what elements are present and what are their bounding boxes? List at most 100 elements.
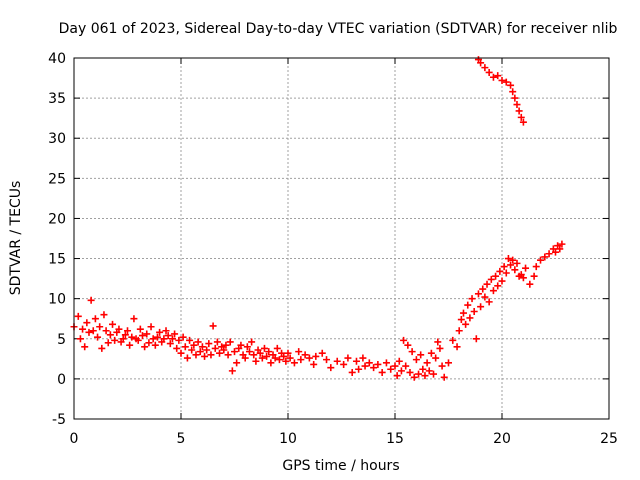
data-point bbox=[348, 368, 356, 376]
data-point bbox=[275, 356, 283, 364]
data-point bbox=[382, 359, 390, 367]
data-point bbox=[168, 335, 176, 343]
data-point bbox=[489, 73, 497, 81]
data-point bbox=[492, 272, 500, 280]
data-point bbox=[417, 351, 425, 359]
data-point bbox=[297, 356, 305, 364]
data-point bbox=[496, 267, 504, 275]
x-tick-label: 25 bbox=[600, 431, 618, 447]
data-point bbox=[149, 335, 157, 343]
data-point bbox=[511, 94, 519, 102]
data-point bbox=[365, 359, 373, 367]
data-point bbox=[226, 338, 234, 346]
data-point bbox=[477, 59, 485, 67]
data-point bbox=[526, 280, 534, 288]
data-point bbox=[432, 354, 440, 362]
data-point bbox=[378, 368, 386, 376]
data-point bbox=[301, 351, 309, 359]
data-point bbox=[228, 367, 236, 375]
data-point bbox=[483, 280, 491, 288]
data-point bbox=[231, 348, 238, 356]
data-point bbox=[89, 327, 97, 335]
data-point bbox=[104, 339, 112, 347]
x-tick-label: 20 bbox=[493, 431, 511, 447]
data-point bbox=[415, 370, 423, 378]
data-point bbox=[498, 76, 506, 84]
data-point bbox=[192, 351, 200, 359]
data-point bbox=[147, 323, 155, 331]
data-point bbox=[134, 336, 142, 344]
data-point bbox=[74, 312, 82, 320]
data-point bbox=[222, 341, 230, 349]
data-point bbox=[213, 338, 221, 346]
data-point bbox=[209, 322, 217, 330]
data-point bbox=[241, 354, 249, 362]
data-point bbox=[156, 328, 164, 336]
data-point bbox=[177, 349, 185, 357]
data-point bbox=[124, 327, 131, 335]
data-point bbox=[179, 333, 187, 341]
data-point bbox=[408, 348, 416, 356]
data-point bbox=[472, 335, 480, 343]
data-point bbox=[160, 335, 168, 343]
data-point bbox=[462, 320, 470, 328]
data-point bbox=[121, 331, 129, 339]
data-point bbox=[333, 357, 341, 365]
data-point bbox=[196, 348, 204, 356]
data-point bbox=[370, 364, 378, 372]
data-point bbox=[404, 341, 412, 349]
data-point bbox=[397, 367, 405, 375]
data-point bbox=[171, 330, 179, 338]
data-point bbox=[423, 359, 431, 367]
data-point bbox=[295, 348, 303, 356]
grid-lines bbox=[74, 58, 609, 419]
data-point bbox=[427, 349, 435, 357]
data-point bbox=[265, 348, 273, 356]
data-point bbox=[515, 107, 523, 115]
data-point bbox=[220, 346, 228, 354]
y-axis-label: SDTVAR / TECUs bbox=[8, 181, 24, 296]
chart-title: Day 061 of 2023, Sidereal Day-to-day VTE… bbox=[59, 21, 618, 37]
data-point bbox=[440, 373, 448, 381]
data-point bbox=[434, 338, 442, 346]
data-point bbox=[507, 261, 515, 269]
data-point bbox=[136, 325, 144, 333]
data-point bbox=[355, 365, 363, 373]
data-point bbox=[519, 118, 527, 126]
data-point bbox=[498, 277, 506, 285]
data-point bbox=[455, 327, 463, 335]
data-point bbox=[98, 344, 106, 352]
data-point bbox=[286, 354, 294, 362]
y-tick-label: 40 bbox=[48, 51, 66, 67]
data-point bbox=[183, 354, 191, 362]
data-point bbox=[106, 331, 114, 339]
data-point bbox=[485, 68, 493, 76]
data-point bbox=[509, 88, 517, 96]
data-point bbox=[323, 356, 331, 364]
data-point bbox=[126, 341, 134, 349]
data-point bbox=[477, 303, 485, 311]
data-point bbox=[207, 351, 215, 359]
data-point bbox=[190, 341, 198, 349]
data-point bbox=[419, 365, 427, 373]
data-point bbox=[201, 352, 209, 360]
data-point bbox=[237, 341, 245, 349]
data-point bbox=[361, 362, 369, 370]
data-point bbox=[245, 348, 253, 356]
data-point bbox=[421, 372, 429, 380]
data-point bbox=[181, 343, 189, 351]
data-point bbox=[111, 336, 119, 344]
data-point bbox=[194, 338, 202, 346]
y-tick-label: 5 bbox=[57, 332, 66, 348]
data-point bbox=[284, 349, 292, 357]
data-point bbox=[453, 343, 461, 351]
data-point bbox=[359, 354, 367, 362]
data-point bbox=[153, 333, 161, 341]
data-point bbox=[188, 346, 196, 354]
data-point bbox=[166, 340, 174, 348]
data-point bbox=[109, 320, 117, 328]
data-point bbox=[119, 335, 127, 343]
data-point bbox=[502, 78, 510, 86]
data-point bbox=[459, 309, 467, 317]
data-point bbox=[318, 349, 326, 357]
